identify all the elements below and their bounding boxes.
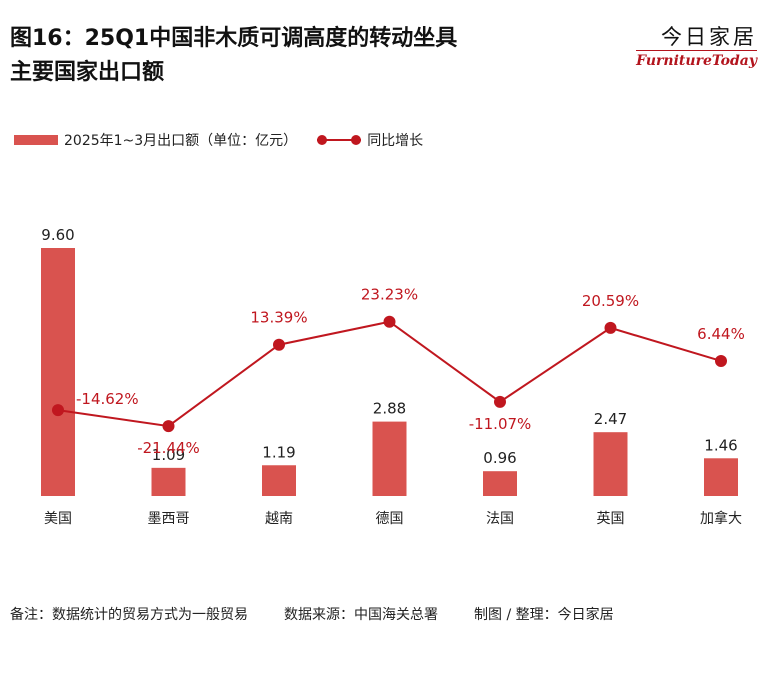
- brand-name-en: FurnitureToday: [636, 50, 757, 70]
- category-label-6: 英国: [597, 510, 625, 527]
- category-label-4: 德国: [376, 511, 404, 527]
- growth-label-1: -14.62%: [76, 390, 139, 408]
- bar-value-label-6: 2.47: [594, 410, 627, 428]
- legend-item-bar: 2025年1~3月出口额（单位：亿元）: [14, 130, 297, 150]
- growth-label-7: 6.44%: [697, 325, 745, 343]
- bar-value-label-1: 9.60: [41, 226, 74, 244]
- category-label-7: 加拿大: [700, 510, 742, 527]
- footer-author: 制图 / 整理：今日家居: [474, 607, 614, 623]
- bar-2: [151, 467, 186, 496]
- legend-line-swatch: [317, 135, 362, 145]
- category-label-3: 越南: [265, 511, 293, 527]
- bar-value-label-7: 1.46: [704, 436, 737, 454]
- footer: 备注：数据统计的贸易方式为一般贸易 数据来源：中国海关总署 制图 / 整理：今日…: [10, 604, 650, 624]
- chart-title: 图16：25Q1中国非木质可调高度的转动坐具 主要国家出口额: [10, 22, 630, 90]
- growth-label-2: -21.44%: [137, 439, 200, 457]
- growth-point-1: [52, 404, 64, 417]
- brand-name-cn: 今日家居: [661, 25, 757, 49]
- bar-3: [262, 465, 296, 496]
- title-line-1: 图16：25Q1中国非木质可调高度的转动坐具: [10, 26, 458, 51]
- growth-point-7: [715, 354, 727, 367]
- bar-1: [41, 248, 75, 496]
- footer-source: 数据来源：中国海关总署: [284, 607, 438, 623]
- growth-point-4: [383, 315, 396, 328]
- bar-4: [372, 421, 407, 496]
- footer-note: 备注：数据统计的贸易方式为一般贸易: [10, 607, 248, 623]
- bar-value-label-4: 2.88: [373, 400, 406, 418]
- growth-label-5: -11.07%: [469, 415, 532, 433]
- category-label-1: 美国: [44, 511, 72, 527]
- growth-point-2: [162, 420, 175, 433]
- growth-label-6: 20.59%: [582, 292, 639, 310]
- bar-6: [593, 432, 628, 496]
- growth-label-4: 23.23%: [361, 286, 418, 304]
- legend-item-line: 同比增长: [317, 130, 423, 150]
- growth-label-3: 13.39%: [250, 309, 307, 327]
- legend-bar-label: 2025年1~3月出口额（单位：亿元）: [64, 133, 298, 149]
- bar-7: [704, 458, 738, 496]
- growth-point-6: [604, 321, 617, 334]
- category-label-2: 墨西哥: [148, 511, 190, 527]
- category-label-5: 法国: [486, 511, 514, 527]
- chart-legend: 2025年1~3月出口额（单位：亿元） 同比增长: [14, 130, 443, 150]
- growth-point-5: [494, 395, 506, 408]
- bar-5: [483, 471, 517, 496]
- growth-point-3: [273, 338, 285, 351]
- bar-value-label-3: 1.19: [262, 443, 295, 461]
- legend-bar-swatch: [14, 135, 58, 145]
- bar-value-label-2: 1.09: [152, 446, 185, 464]
- legend-line-label: 同比增长: [367, 133, 424, 149]
- brand-logo: 今日家居 FurnitureToday: [636, 24, 757, 70]
- title-line-2: 主要国家出口额: [10, 60, 165, 85]
- bar-value-label-5: 0.96: [483, 449, 516, 467]
